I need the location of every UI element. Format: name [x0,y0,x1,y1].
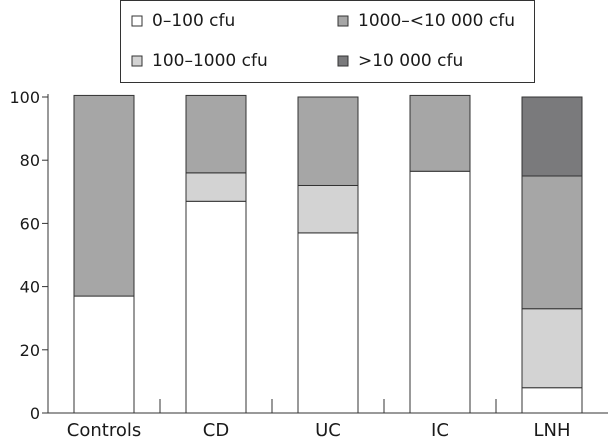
bar-segment-uc-1 [297,184,359,234]
y-tick-label-20: 20 [20,341,40,360]
bar-segment-controls-2 [73,94,135,297]
bar-segment-cd-0 [185,200,247,414]
bar-segment-ic-0 [409,170,471,414]
bar-segment-lnh-1 [521,308,583,389]
x-tick-label-ic: IC [431,420,449,440]
bar-segment-lnh-0 [521,387,583,414]
legend-label-3: >10 000 cfu [358,51,463,71]
y-tick-label-80: 80 [20,151,40,170]
bar-segment-lnh-2 [521,175,583,310]
bar-segment-cd-1 [185,172,247,202]
y-tick-label-60: 60 [20,214,40,233]
x-tick-label-lnh: LNH [533,420,570,440]
legend-swatch-0 [131,15,143,27]
legend: 0–100 cfu 1000–<10 000 cfu 100–1000 cfu >10… [120,0,535,83]
y-tick-label-40: 40 [20,278,40,297]
legend-label-0: 0–100 cfu [152,11,235,31]
y-tick-label-0: 0 [30,404,40,423]
x-tick-label-controls: Controls [67,420,141,440]
legend-label-2: 1000–<10 000 cfu [358,11,515,31]
legend-frame [120,0,535,83]
x-tick-label-uc: UC [315,420,341,440]
legend-swatch-3 [337,55,349,67]
bar-segment-controls-0 [73,295,135,414]
x-tick-label-cd: CD [203,420,229,440]
bar-segment-lnh-3 [521,96,583,177]
bars [73,94,583,414]
bar-segment-ic-2 [409,94,471,172]
legend-swatch-1 [131,55,143,67]
legend-label-1: 100–1000 cfu [152,51,268,71]
y-tick-label-100: 100 [9,88,40,107]
bar-segment-uc-2 [297,96,359,186]
bar-segment-uc-0 [297,232,359,414]
bar-segment-cd-2 [185,94,247,174]
legend-swatch-2 [337,15,349,27]
